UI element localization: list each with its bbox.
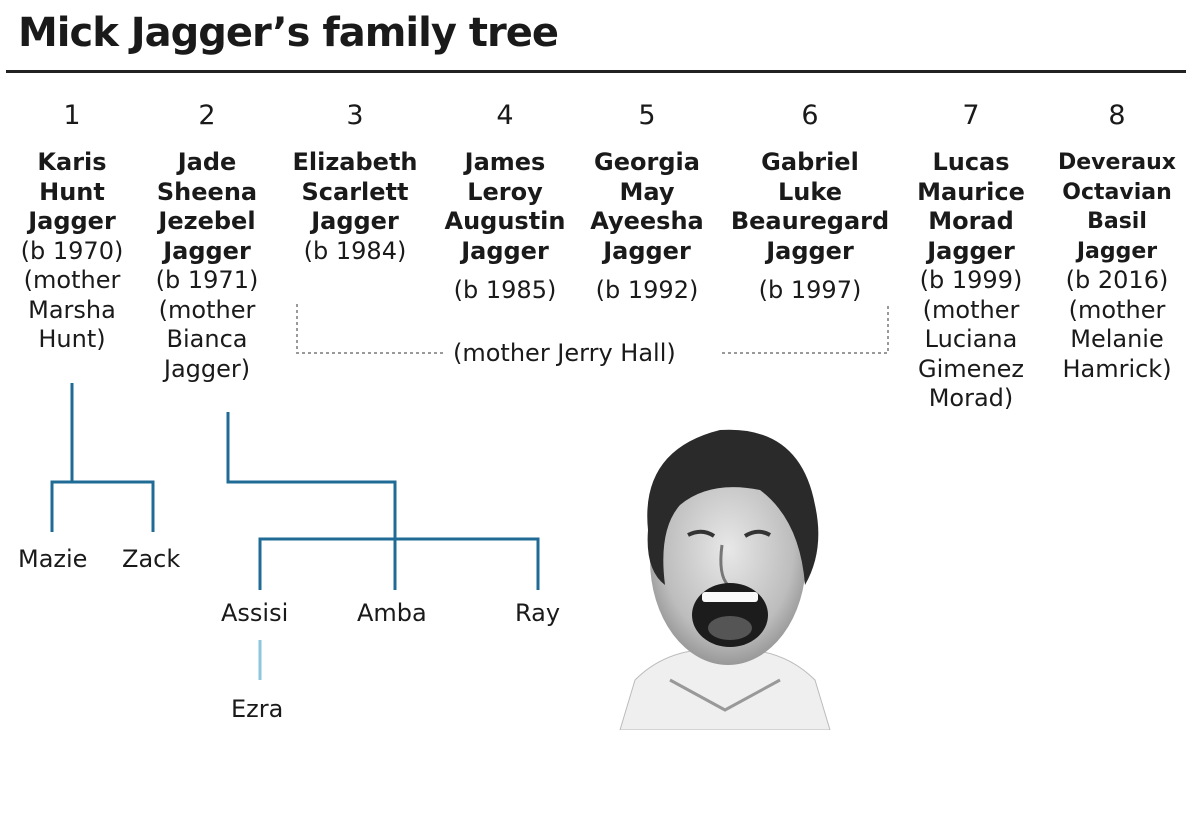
child-column-7: 7 Lucas Maurice Morad Jagger (b 1999) (mother L… — [891, 100, 1051, 414]
child-number: 4 — [496, 100, 514, 131]
child-mother-line: (mother — [1068, 295, 1166, 324]
child-name-line: Jade — [177, 148, 237, 176]
child-column-4: 4 James Leroy Augustin Jagger (b 1985) — [425, 100, 585, 306]
jade-stem — [226, 412, 397, 590]
child-birth-year: (b 1970) — [20, 236, 124, 265]
child-name-line: Jagger — [927, 236, 1015, 265]
child-column-8: 8 Deveraux Octavian Basil Jagger (b 2016) (mot… — [1037, 100, 1197, 384]
child-number: 7 — [962, 100, 980, 131]
grandchild-zack: Zack — [122, 545, 181, 573]
child-column-1: 1 Karis Hunt Jagger (b 1970) (mother Marsha Hun… — [0, 100, 152, 355]
child-birth-year: (b 1999) — [919, 266, 1023, 294]
grandchild-assisi: Assisi — [221, 599, 289, 627]
jerry-hall-bracket-left — [296, 304, 445, 354]
child-column-2: 2 Jade Sheena Jezebel Jagger (b 1971) (mother B… — [127, 100, 287, 384]
child-number: 5 — [638, 100, 656, 131]
child-birth-year: (b 1985) — [453, 276, 557, 304]
child-name-line: Leroy — [467, 177, 543, 206]
child-name-line: Jagger — [311, 207, 399, 235]
child-name-line: Georgia — [594, 148, 700, 176]
child-name-line: Elizabeth — [292, 148, 418, 176]
child-name-line: Hunt — [39, 177, 105, 206]
child-mother-line: Hunt) — [38, 325, 106, 353]
child-mother-line: Bianca — [166, 325, 248, 353]
page-title: Mick Jagger’s family tree — [18, 10, 559, 56]
child-mother-line: Hamrick) — [1062, 354, 1172, 383]
child-mother-line: Marsha — [28, 295, 116, 324]
child-mother-line: (mother — [23, 266, 121, 294]
child-name-line: Scarlett — [301, 177, 409, 206]
jade-children-branch — [258, 537, 540, 590]
child-mother-line: Morad) — [928, 384, 1014, 412]
child-birth-year: (b 1971) — [155, 266, 259, 294]
child-name-line: Jagger — [461, 236, 549, 265]
grandchild-ray: Ray — [515, 599, 561, 627]
karis-children-branch — [50, 480, 155, 532]
child-number: 3 — [346, 100, 364, 131]
child-mother-line: Jagger) — [163, 354, 251, 383]
child-name-line: Basil — [1087, 209, 1147, 234]
child-number: 2 — [198, 100, 216, 131]
child-name-line: James — [464, 148, 546, 176]
child-name-line: Lucas — [932, 148, 1010, 176]
child-column-6: 6 Gabriel Luke Beauregard Jagger (b 1997) — [730, 100, 890, 306]
child-mother-line: Gimenez — [918, 354, 1024, 383]
grandchild-mazie: Mazie — [18, 545, 88, 573]
portrait-photo — [619, 429, 831, 730]
title-rule — [6, 70, 1186, 73]
shared-mother-label: (mother Jerry Hall) — [453, 339, 676, 367]
child-mother-line: Melanie — [1070, 325, 1164, 353]
child-name-line: Ayeesha — [590, 207, 704, 235]
child-name-line: Jagger — [1076, 238, 1158, 264]
child-name-line: Jagger — [163, 236, 251, 265]
child-name-line: Jagger — [28, 207, 116, 235]
child-name-line: May — [619, 177, 675, 206]
child-name-line: Sheena — [156, 177, 258, 206]
grandchild-amba: Amba — [357, 599, 427, 627]
child-column-5: 5 Georgia May Ayeesha Jagger (b 1992) — [567, 100, 727, 306]
child-birth-year: (b 1984) — [303, 236, 407, 265]
jerry-hall-bracket-right — [722, 304, 889, 354]
child-number: 6 — [801, 100, 819, 131]
child-name-line: Jezebel — [158, 207, 256, 235]
child-name-line: Deveraux — [1058, 150, 1176, 175]
child-birth-year: (b 1992) — [595, 276, 699, 304]
child-name-line: Jagger — [603, 236, 691, 265]
child-number: 8 — [1108, 100, 1126, 131]
child-birth-year: (b 1997) — [758, 276, 862, 304]
great-grandchild-ezra: Ezra — [231, 695, 284, 723]
child-name-line: Morad — [928, 207, 1014, 235]
child-name-line: Maurice — [917, 177, 1025, 206]
child-name-line: Karis — [37, 148, 107, 176]
child-name-line: Luke — [778, 177, 842, 206]
child-mother-line: (mother — [158, 295, 256, 324]
child-birth-year: (b 2016) — [1065, 266, 1169, 294]
child-mother-line: Luciana — [924, 325, 1018, 353]
child-name-line: Jagger — [766, 236, 854, 265]
child-name-line: Gabriel — [761, 148, 859, 176]
child-name-line: Beauregard — [730, 207, 890, 235]
child-name-line: Augustin — [444, 207, 566, 235]
child-name-line: Octavian — [1062, 179, 1172, 205]
child-number: 1 — [63, 100, 81, 131]
child-column-3: 3 Elizabeth Scarlett Jagger (b 1984) — [275, 100, 435, 266]
child-mother-line: (mother — [922, 295, 1020, 324]
